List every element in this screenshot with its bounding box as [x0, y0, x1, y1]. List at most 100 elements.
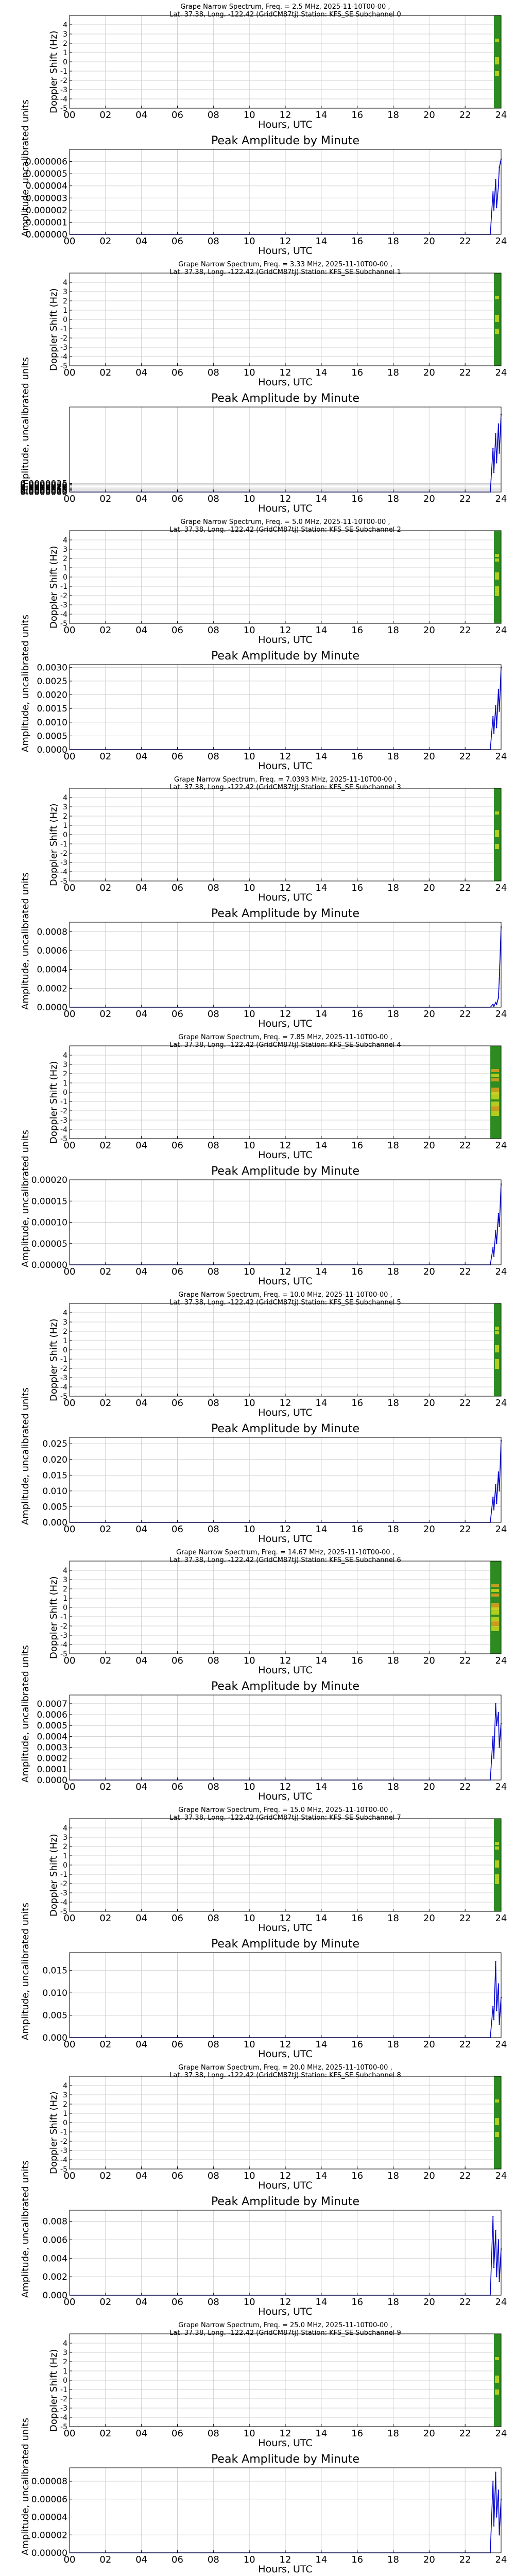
x-tick-label: 14 [315, 883, 327, 893]
y-tick-label: 0.006 [42, 2235, 67, 2245]
x-tick-label: 14 [315, 1655, 327, 1666]
spectrum-title: Grape Narrow Spectrum, Freq. = 10.0 MHz,… [178, 1291, 392, 1299]
subchannel-panel: -5 -4 -3 -2 -1 0 1 2 3 4 00 02 04 06 08 10 12 14 16 18 20 22 2… [0, 773, 515, 1030]
y-tick-label: -5 [60, 877, 67, 886]
x-tick-label: 00 [64, 494, 76, 504]
spectrum-y-label: Doppler Shift (Hz) [48, 2349, 59, 2432]
subchannel-panel: -5 -4 -3 -2 -1 0 1 2 3 4 00 02 04 06 08 10 12 14 16 18 20 22 2… [0, 1288, 515, 1546]
spectrum-title: Grape Narrow Spectrum, Freq. = 7.0393 MH… [174, 776, 397, 784]
x-tick-label: 20 [423, 1398, 435, 1409]
x-tick-label: 24 [495, 1655, 507, 1666]
x-tick-label: 14 [315, 2297, 327, 2308]
x-tick-label: 14 [315, 2039, 327, 2050]
x-tick-label: 06 [171, 751, 183, 762]
y-tick-label: -5 [60, 2423, 67, 2431]
y-tick-label: 1 [63, 1852, 67, 1860]
y-tick-label: -2 [60, 592, 67, 600]
x-tick-label: 18 [387, 751, 399, 762]
x-tick-label: 10 [244, 1140, 255, 1151]
amplitude-x-label: Hours, UTC [258, 245, 313, 257]
x-tick-label: 22 [459, 367, 471, 378]
spectrum-title: Grape Narrow Spectrum, Freq. = 2.5 MHz, … [180, 3, 390, 11]
y-tick-label: 2 [63, 1070, 67, 1078]
amplitude-point [493, 2525, 495, 2527]
amplitude-y-label: Amplitude, uncalibrated units [20, 1645, 31, 1783]
y-tick-label: 0.0007 [37, 1699, 67, 1709]
spectrum-subtitle: Lat. 37.38, Long. -122.42 (GridCM87tj) S… [169, 2072, 401, 2079]
y-tick-label: 4 [63, 1309, 67, 1317]
x-tick-label: 18 [387, 2428, 399, 2439]
x-tick-label: 18 [387, 494, 399, 504]
spectrum-y-label: Doppler Shift (Hz) [48, 288, 59, 371]
y-tick-label: 4 [63, 279, 67, 287]
y-tick-label: 0.00008 [31, 2477, 67, 2487]
x-tick-label: 12 [280, 2297, 291, 2308]
amplitude-point [499, 167, 500, 168]
x-tick-label: 08 [208, 367, 219, 378]
amplitude-point [492, 191, 494, 193]
y-tick-label: 0.020 [42, 1455, 67, 1465]
spectrogram-signal [491, 1594, 499, 1597]
x-tick-label: 00 [64, 110, 76, 121]
x-tick-label: 02 [99, 883, 111, 893]
x-tick-label: 14 [315, 110, 327, 121]
x-tick-label: 08 [208, 1398, 219, 1409]
x-tick-label: 24 [495, 1266, 507, 1277]
y-tick-label: -2 [60, 334, 67, 343]
x-tick-label: 14 [315, 751, 327, 762]
x-tick-label: 12 [280, 1140, 291, 1151]
x-tick-label: 04 [135, 883, 147, 893]
amplitude-point [493, 732, 495, 734]
spectrogram-signal [495, 315, 499, 322]
x-tick-label: 00 [64, 367, 76, 378]
x-tick-label: 06 [171, 1524, 183, 1535]
x-tick-label: 06 [171, 236, 183, 247]
y-tick-label: -3 [60, 1374, 67, 1382]
y-tick-label: -5 [60, 1908, 67, 1916]
amplitude-x-label: Hours, UTC [258, 503, 313, 514]
amplitude-point [499, 1747, 500, 1748]
amplitude-point [495, 433, 496, 435]
spectrum-x-label: Hours, UTC [258, 634, 313, 646]
y-tick-label: 4 [63, 794, 67, 802]
x-tick-label: 02 [99, 2171, 111, 2181]
y-tick-label: -3 [60, 859, 67, 867]
amplitude-y-label: Amplitude, uncalibrated units [20, 615, 31, 752]
amplitude-point [492, 2480, 494, 2482]
x-tick-label: 02 [99, 1913, 111, 1924]
y-tick-label: -1 [60, 1613, 67, 1621]
amplitude-point [496, 727, 497, 728]
x-tick-label: 24 [495, 1782, 507, 1792]
x-tick-label: 04 [135, 625, 147, 636]
amplitude-point [499, 1226, 500, 1227]
x-tick-label: 20 [423, 1266, 435, 1277]
spectrum-x-label: Hours, UTC [258, 1665, 313, 1676]
amplitude-point [497, 185, 499, 187]
y-tick-label: 0.0010 [37, 718, 67, 728]
x-tick-label: 14 [315, 236, 327, 247]
y-tick-label: 0.000 [42, 2291, 67, 2301]
x-tick-label: 00 [64, 883, 76, 893]
y-tick-label: 0.00006 [31, 2495, 67, 2505]
x-tick-label: 16 [351, 1913, 363, 1924]
y-tick-label: 0.0000030 [20, 480, 67, 490]
x-tick-label: 24 [495, 494, 507, 504]
subchannel-panel: -5 -4 -3 -2 -1 0 1 2 3 4 00 02 04 06 08 10 12 14 16 18 20 22 2… [0, 0, 515, 258]
spectrum-x-label: Hours, UTC [258, 2437, 313, 2449]
x-tick-label: 00 [64, 2428, 76, 2439]
x-tick-label: 08 [208, 751, 219, 762]
amplitude-point [499, 2534, 500, 2536]
x-tick-label: 16 [351, 494, 363, 504]
spectrogram-signal [495, 1359, 499, 1364]
spectrum-x-label: Hours, UTC [258, 1149, 313, 1161]
x-tick-label: 10 [244, 1782, 255, 1792]
x-tick-label: 16 [351, 1782, 363, 1792]
y-tick-label: 2 [63, 297, 67, 306]
spectrogram-signal [495, 2389, 499, 2395]
x-tick-label: 10 [244, 1913, 255, 1924]
y-tick-label: -2 [60, 2138, 67, 2146]
